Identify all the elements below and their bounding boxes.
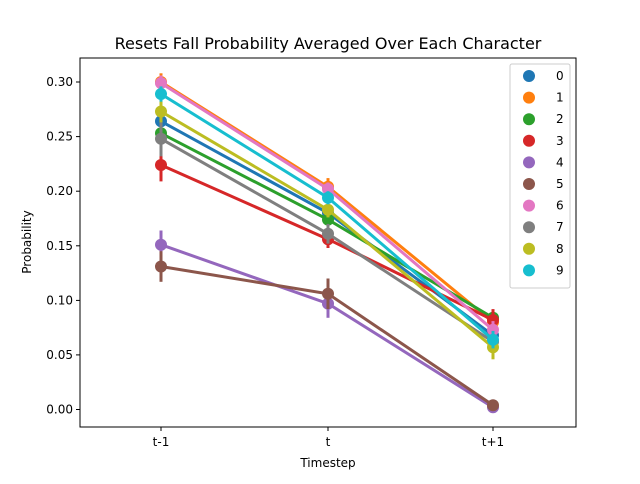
legend-label-4: 4 xyxy=(556,155,564,169)
legend-marker-7 xyxy=(523,221,535,234)
legend-label-8: 8 xyxy=(556,242,564,256)
x-tick-label: t xyxy=(326,435,331,449)
legend-label-5: 5 xyxy=(556,177,564,191)
legend-label-6: 6 xyxy=(556,199,564,213)
y-tick-label: 0.05 xyxy=(46,348,73,362)
legend-label-2: 2 xyxy=(556,112,564,126)
chart-title: Resets Fall Probability Averaged Over Ea… xyxy=(115,34,542,53)
legend-marker-3 xyxy=(523,134,535,147)
legend-marker-8 xyxy=(523,242,535,255)
legend-marker-2 xyxy=(523,113,535,126)
y-axis-label: Probability xyxy=(20,210,34,273)
legend-label-3: 3 xyxy=(556,134,564,148)
series-9-point xyxy=(155,88,167,100)
series-6-point xyxy=(155,77,167,90)
legend-marker-9 xyxy=(523,264,535,277)
series-4-point xyxy=(155,238,167,251)
legend-marker-0 xyxy=(523,70,535,82)
series-8-point xyxy=(155,105,167,118)
legend-label-7: 7 xyxy=(556,220,564,234)
legend-label-1: 1 xyxy=(556,91,564,105)
series-7-point xyxy=(322,227,334,240)
legend-marker-6 xyxy=(523,199,535,212)
series-3-point xyxy=(155,159,167,171)
series-5-point xyxy=(322,287,334,300)
series-4-line xyxy=(160,243,494,409)
series-9-point xyxy=(322,191,334,204)
legend: 0 1 2 3 4 5 6 7 8 9 xyxy=(509,63,571,289)
legend-marker-4 xyxy=(523,156,535,169)
series-2-point xyxy=(322,213,334,226)
y-tick-label: 0.30 xyxy=(46,75,73,89)
series-5-point xyxy=(487,399,499,412)
y-tick-label: 0.20 xyxy=(46,184,73,198)
x-axis-label: Timestep xyxy=(299,456,355,470)
legend-label-0: 0 xyxy=(556,69,564,83)
x-tick-label: t+1 xyxy=(482,435,504,449)
series-7-point xyxy=(155,132,167,145)
legend-marker-5 xyxy=(523,178,535,190)
series-6-point xyxy=(487,323,499,336)
series-3-point xyxy=(487,314,499,326)
y-tick-label: 0.10 xyxy=(46,293,73,307)
series-5-point xyxy=(155,260,167,273)
x-tick-label: t-1 xyxy=(153,435,170,449)
legend-label-9: 9 xyxy=(556,263,564,277)
legend-marker-1 xyxy=(523,91,535,104)
series-6-point xyxy=(322,183,334,195)
series-8-point xyxy=(322,203,334,216)
y-tick-label: 0.00 xyxy=(46,403,73,417)
series-9-point xyxy=(487,333,499,346)
y-tick-label: 0.25 xyxy=(46,130,73,144)
y-tick-label: 0.15 xyxy=(46,239,73,253)
